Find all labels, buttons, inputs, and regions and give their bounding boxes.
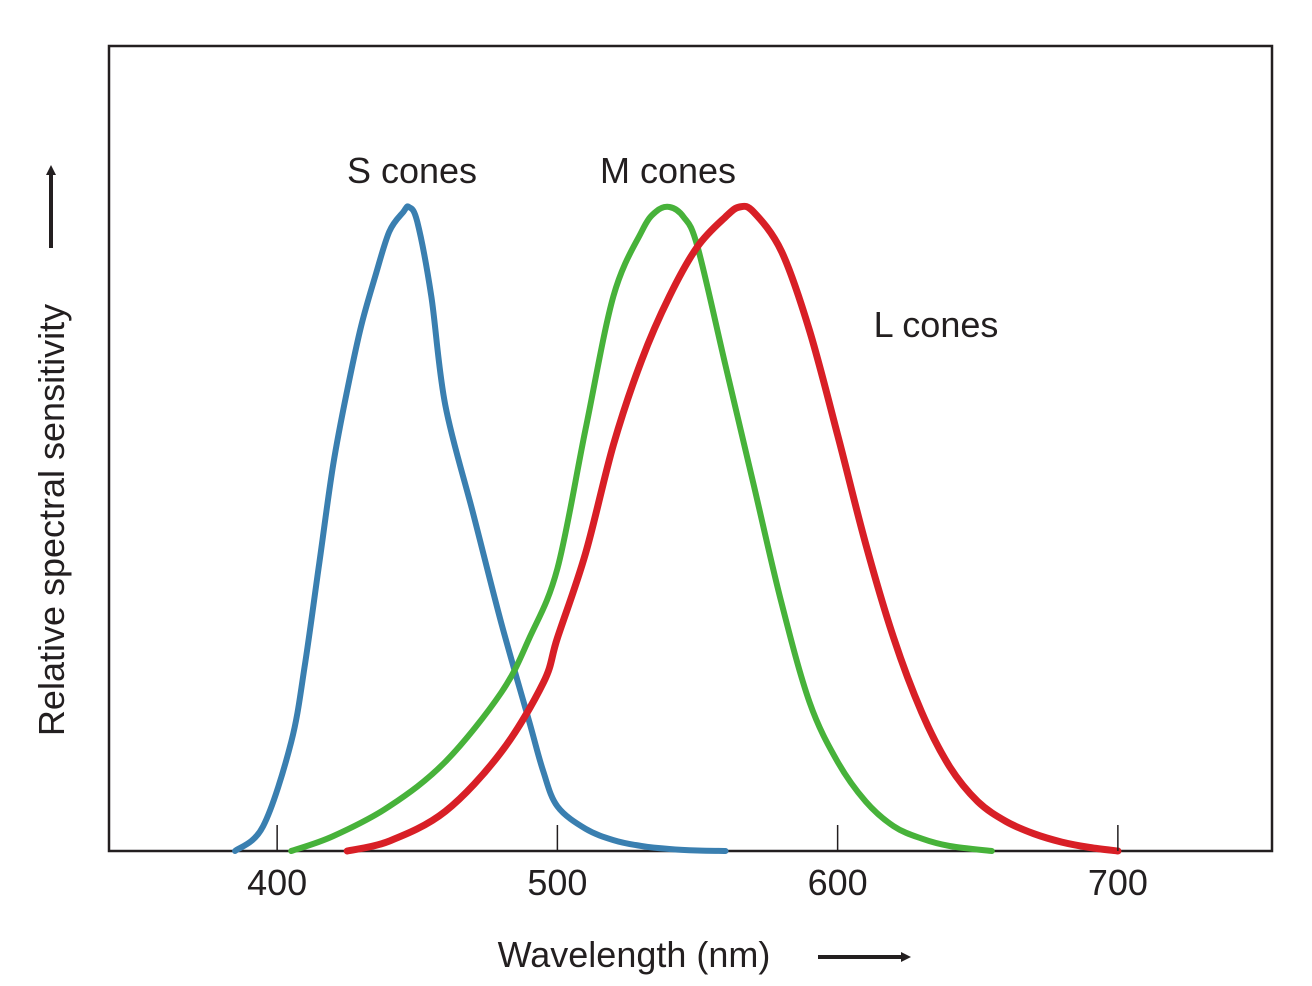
l-cones-label: L cones: [874, 304, 999, 345]
x-tick-label-700: 700: [1088, 862, 1148, 903]
s-cones-label: S cones: [347, 150, 477, 191]
y-axis-title: Relative spectral sensitivity: [31, 304, 72, 736]
x-tick-label-600: 600: [808, 862, 868, 903]
l-cones-curve: [343, 202, 1122, 855]
x-tick-label-500: 500: [527, 862, 587, 903]
m-cones-label: M cones: [600, 150, 736, 191]
s-cones-curve: [232, 203, 729, 854]
m-cones-curve: [288, 203, 995, 854]
x-tick-label-400: 400: [247, 862, 307, 903]
x-axis-title: Wavelength (nm): [498, 934, 771, 975]
